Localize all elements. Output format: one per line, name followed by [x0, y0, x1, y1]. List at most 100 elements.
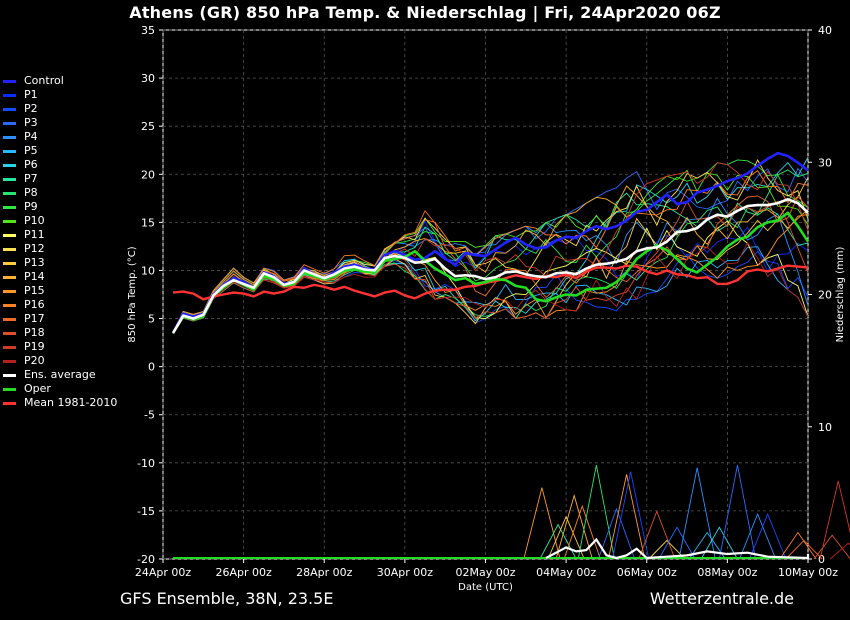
- y-tick-label: 35: [141, 24, 155, 37]
- legend-swatch: [3, 275, 16, 279]
- precip-member-line: [658, 526, 696, 560]
- legend-item: P9: [3, 200, 117, 214]
- x-tick-label: 06May 00z: [617, 566, 677, 579]
- legend-label: P14: [24, 270, 45, 283]
- legend-item: P20: [3, 354, 117, 368]
- precip-member-line: [555, 493, 593, 560]
- legend-item: P5: [3, 144, 117, 158]
- legend-label: Control: [24, 74, 64, 87]
- precip-member-line: [718, 465, 757, 560]
- legend-label: P13: [24, 256, 45, 269]
- legend-item: Control: [3, 74, 117, 88]
- legend-item: P6: [3, 158, 117, 172]
- precip-member-line: [523, 487, 561, 560]
- precip-member-line: [597, 507, 636, 560]
- legend-item: P18: [3, 326, 117, 340]
- legend-swatch: [3, 177, 16, 181]
- legend-item: Oper: [3, 382, 117, 396]
- precip-member-line: [739, 512, 777, 560]
- x-tick-label: 02May 00z: [455, 566, 515, 579]
- legend-label: P19: [24, 340, 45, 353]
- precip-member-line: [829, 542, 850, 560]
- legend-item: Ens. average: [3, 368, 117, 382]
- legend-swatch: [3, 331, 16, 335]
- legend-label: P1: [24, 88, 38, 101]
- legend-item: P2: [3, 102, 117, 116]
- legend-swatch: [3, 163, 16, 167]
- legend-item: P14: [3, 270, 117, 284]
- precip-member-line: [547, 515, 585, 560]
- legend-swatch: [3, 317, 16, 321]
- y2-tick-label: 0: [818, 553, 825, 566]
- precip-member-line: [700, 526, 738, 560]
- precip-member-line: [688, 531, 726, 560]
- legend-item: P15: [3, 284, 117, 298]
- legend-swatch: [3, 345, 16, 349]
- legend-swatch: [3, 261, 16, 265]
- legend-label: P10: [24, 214, 45, 227]
- legend-item: Mean 1981-2010: [3, 396, 117, 410]
- precip-member-line: [785, 539, 823, 560]
- legend-label: P15: [24, 284, 45, 297]
- legend-item: P3: [3, 116, 117, 130]
- legend-swatch: [3, 401, 16, 405]
- y-tick-label: 10: [141, 264, 155, 277]
- x-tick-label: 30Apr 00z: [377, 566, 434, 579]
- member-line: [172, 241, 809, 334]
- legend-swatch: [3, 191, 16, 195]
- y-tick-label: -20: [137, 553, 155, 566]
- precip-member-line: [539, 523, 577, 560]
- legend-label: P12: [24, 242, 45, 255]
- precip-average-line: [545, 537, 810, 560]
- legend-swatch: [3, 373, 16, 377]
- x-tick-label: 04May 00z: [536, 566, 596, 579]
- footer-source: Wetterzentrale.de: [649, 589, 794, 608]
- legend-item: P17: [3, 312, 117, 326]
- precip-member-line: [813, 534, 850, 560]
- legend-item: P16: [3, 298, 117, 312]
- precip-member-line: [648, 539, 686, 560]
- precip-member-line: [779, 531, 817, 560]
- series-line-mean-1981-2010: [172, 264, 809, 301]
- legend-item: P10: [3, 214, 117, 228]
- legend-swatch: [3, 121, 16, 125]
- legend-swatch: [3, 149, 16, 153]
- y-tick-label: 5: [148, 313, 155, 326]
- legend-swatch: [3, 233, 16, 237]
- legend-swatch: [3, 79, 16, 83]
- legend-item: P1: [3, 88, 117, 102]
- y-tick-label: 30: [141, 72, 155, 85]
- precip-member-line: [608, 474, 646, 560]
- y-tick-label: 25: [141, 120, 155, 133]
- legend-label: P5: [24, 144, 38, 157]
- y2-tick-label: 10: [818, 421, 832, 434]
- legend-swatch: [3, 387, 16, 391]
- chart-legend: Control P1 P2 P3 P4 P5 P6 P7 P8 P9 P10 P11 P12 P13 P14…: [3, 74, 117, 410]
- legend-swatch: [3, 359, 16, 363]
- y-tick-label: 15: [141, 216, 155, 229]
- y-tick-label: -5: [144, 409, 155, 422]
- x-tick-label: 08May 00z: [697, 566, 757, 579]
- series-line-ens-average: [171, 197, 809, 334]
- legend-label: Mean 1981-2010: [24, 396, 118, 409]
- legend-label: P17: [24, 312, 45, 325]
- legend-item: P19: [3, 340, 117, 354]
- legend-swatch: [3, 93, 16, 97]
- legend-item: P8: [3, 186, 117, 200]
- legend-swatch: [3, 205, 16, 209]
- legend-item: P11: [3, 228, 117, 242]
- footer-model-info: GFS Ensemble, 38N, 23.5E: [120, 589, 334, 608]
- chart-title: Athens (GR) 850 hPa Temp. & Niederschlag…: [129, 3, 721, 22]
- legend-swatch: [3, 247, 16, 251]
- y2-tick-label: 40: [818, 24, 832, 37]
- legend-item: P12: [3, 242, 117, 256]
- legend-label: P11: [24, 228, 45, 241]
- legend-label: P6: [24, 158, 38, 171]
- legend-label: P20: [24, 354, 45, 367]
- legend-swatch: [3, 107, 16, 111]
- legend-swatch: [3, 289, 16, 293]
- legend-label: P7: [24, 172, 38, 185]
- legend-label: P16: [24, 298, 45, 311]
- legend-label: P4: [24, 130, 38, 143]
